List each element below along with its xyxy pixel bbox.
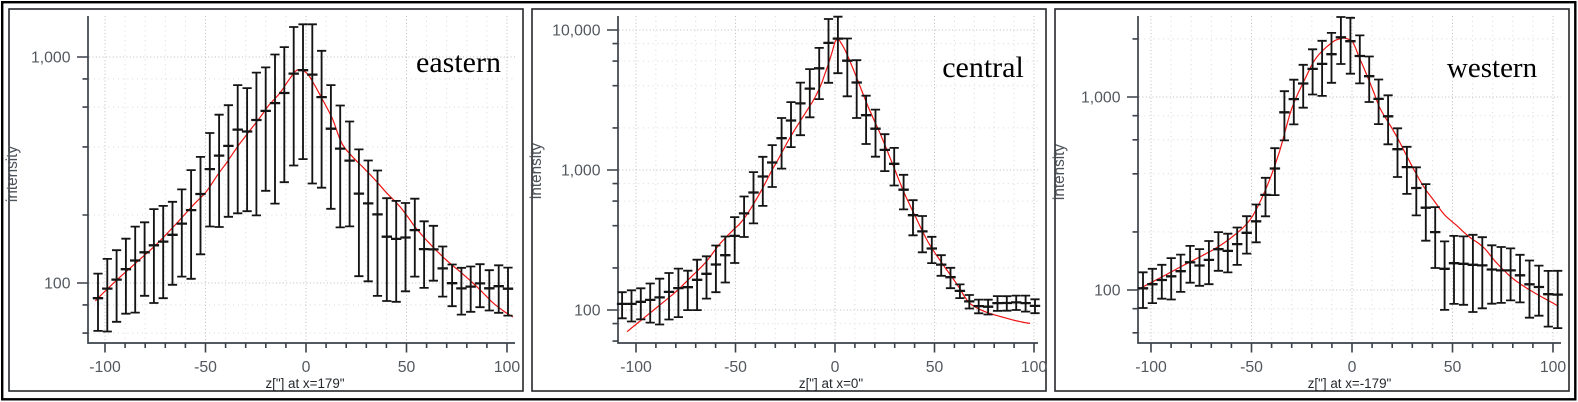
svg-text:eastern: eastern [416,46,501,79]
svg-text:intensity: intensity [1051,144,1068,200]
svg-text:1,000: 1,000 [1081,90,1121,107]
svg-text:100: 100 [44,276,71,293]
svg-text:-100: -100 [89,359,121,376]
svg-text:intensity: intensity [528,143,545,199]
svg-text:z["] at x=0": z["] at x=0" [799,376,863,391]
svg-text:50: 50 [1444,359,1462,376]
svg-text:-100: -100 [620,359,652,376]
svg-text:z["] at x=179": z["] at x=179" [265,376,344,391]
svg-text:-50: -50 [194,359,217,376]
svg-text:100: 100 [494,359,521,376]
svg-text:0: 0 [1348,359,1357,376]
svg-text:western: western [1447,52,1538,84]
svg-text:-100: -100 [1135,359,1167,376]
svg-text:100: 100 [574,303,601,320]
svg-text:z["] at x=-179": z["] at x=-179" [1308,376,1392,391]
svg-text:intensity: intensity [4,146,21,202]
svg-text:10,000: 10,000 [552,23,601,40]
svg-text:50: 50 [926,359,944,376]
svg-text:100: 100 [1094,283,1121,300]
svg-text:-50: -50 [724,359,747,376]
svg-text:-50: -50 [1240,359,1263,376]
svg-text:0: 0 [831,359,840,376]
svg-text:1,000: 1,000 [31,50,71,67]
svg-text:50: 50 [398,359,416,376]
svg-text:100: 100 [1021,359,1048,376]
svg-text:central: central [942,51,1024,84]
svg-text:1,000: 1,000 [561,163,601,180]
svg-text:100: 100 [1540,359,1567,376]
svg-text:0: 0 [302,359,311,376]
